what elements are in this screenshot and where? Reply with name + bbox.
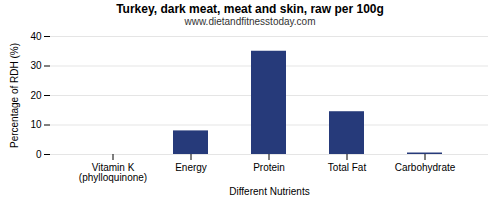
svg-text:Protein: Protein [253,162,285,173]
html-text:Turkey, dark meat, meat and sk: Turkey, dark meat, meat and skin, raw pe… [116,2,384,16]
svg-text:Percentage of RDH (%): Percentage of RDH (%) [9,43,20,148]
svg-text:Total Fat: Total Fat [328,162,367,173]
svg-text:0: 0 [36,149,42,160]
svg-text:Energy: Energy [175,162,207,173]
svg-text:20: 20 [30,90,42,101]
svg-text:Vitamin K(phylloquinone): Vitamin K(phylloquinone) [79,162,147,183]
svg-text:Carbohydrate: Carbohydrate [395,162,456,173]
html-text:www.dietandfitnesstoday.com: www.dietandfitnesstoday.com [184,16,316,27]
svg-text:30: 30 [30,60,42,71]
svg-text:Different Nutrients: Different Nutrients [229,186,309,197]
svg-text:40: 40 [30,31,42,42]
svg-text:10: 10 [30,119,42,130]
